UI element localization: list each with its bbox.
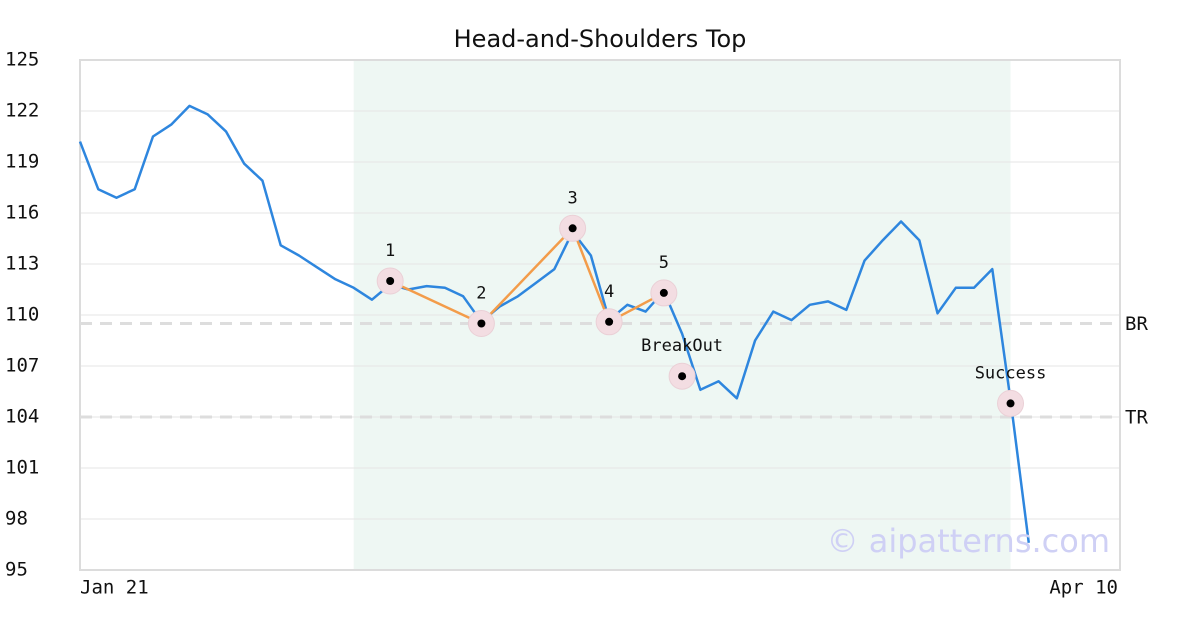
level-label: BR [1125, 313, 1148, 335]
y-tick-label: 101 [5, 457, 39, 479]
marker-dot [1006, 399, 1015, 408]
marker-dot [678, 372, 687, 381]
y-tick-label: 125 [5, 49, 39, 71]
y-tick-label: 116 [5, 202, 39, 224]
marker-label: 1 [385, 241, 395, 261]
y-tick-label: 107 [5, 355, 39, 377]
marker-dot [659, 288, 668, 297]
price-line [78, 104, 1031, 543]
level-label: TR [1125, 407, 1148, 429]
marker-label: BreakOut [641, 336, 723, 356]
marker-label: 4 [604, 282, 614, 302]
y-tick-label: 110 [5, 304, 39, 326]
y-tick-label: 113 [5, 253, 39, 275]
y-tick-label: 122 [5, 100, 39, 122]
chart-title: Head-and-Shoulders Top [454, 25, 747, 53]
watermark: © aipatterns.com [827, 522, 1110, 560]
marker-label: 2 [476, 284, 486, 304]
x-tick-label: Jan 21 [80, 577, 149, 599]
y-tick-label: 98 [5, 508, 28, 530]
y-tick-label: 119 [5, 151, 39, 173]
marker-dot [568, 224, 577, 233]
marker-label: Success [975, 363, 1047, 383]
marker-dot [477, 319, 486, 328]
x-tick-label: Apr 10 [1049, 577, 1118, 599]
marker-dot [605, 317, 614, 326]
marker-label: 3 [568, 188, 578, 208]
y-tick-label: 104 [5, 406, 39, 428]
marker-dot [386, 277, 395, 285]
y-tick-label: 95 [5, 559, 28, 581]
plot-frame [79, 59, 1121, 571]
marker-label: 5 [659, 253, 669, 273]
